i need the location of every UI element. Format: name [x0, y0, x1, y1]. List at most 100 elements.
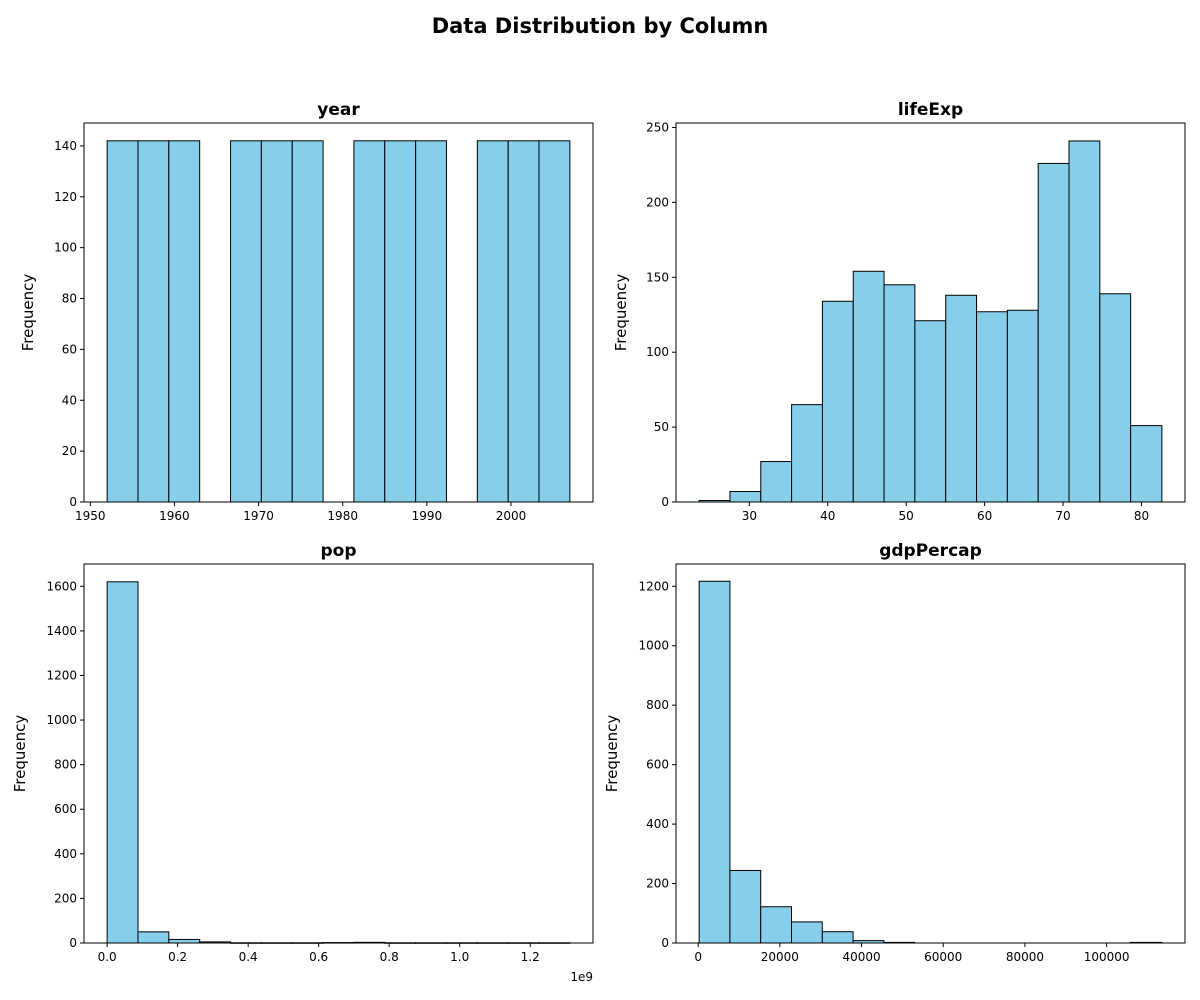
x-tick-label: 1960 [159, 509, 190, 523]
histogram-gdpPercap: 0 20000 40000 60000 80000 100000 0 200 400 600 800… [603, 541, 1186, 964]
x-tick-label: 1970 [243, 509, 274, 523]
y-tick-label: 600 [54, 802, 77, 816]
y-tick-label: 0 [69, 495, 77, 509]
y-tick-label: 250 [646, 120, 669, 134]
histogram-bar [945, 294, 978, 503]
histogram-bar [291, 140, 324, 503]
axes-frame [675, 122, 1186, 503]
histogram-bar [137, 140, 170, 503]
histogram-bar [260, 140, 293, 503]
x-tick-label: 20000 [761, 950, 799, 964]
y-tick-label: 40 [62, 393, 77, 407]
histogram-bar [353, 140, 386, 503]
x-tick-label: 40000 [842, 950, 880, 964]
histogram-bar [106, 140, 139, 503]
y-tick-label: 400 [646, 817, 669, 831]
y-axis-label: Frequency [612, 274, 630, 352]
y-tick-label: 800 [54, 758, 77, 772]
x-tick-label: 0.2 [168, 950, 187, 964]
histogram-bar [791, 921, 823, 944]
x-tick-label: 0.4 [239, 950, 258, 964]
x-tick-label: 1950 [75, 509, 106, 523]
histogram-bar [852, 270, 885, 503]
y-tick-label: 1200 [638, 579, 669, 593]
histogram-bar [106, 581, 139, 944]
histogram-bar [1037, 162, 1070, 503]
x-tick-label: 30 [742, 509, 757, 523]
y-tick-label: 20 [62, 444, 77, 458]
histogram-bar [883, 284, 916, 503]
histogram-bar [791, 404, 823, 503]
histogram-bar [976, 311, 1008, 503]
histogram-bar [168, 140, 201, 503]
histogram-bar [729, 491, 762, 503]
x-tick-label: 0.0 [98, 950, 117, 964]
x-tick-label: 50 [899, 509, 914, 523]
y-tick-label: 50 [654, 420, 669, 434]
axes-frame [83, 563, 594, 944]
subplot-title: gdpPercap [879, 541, 982, 561]
y-tick-label: 200 [646, 195, 669, 209]
subplot-title: pop [320, 541, 356, 561]
y-tick-label: 0 [661, 936, 669, 950]
y-tick-label: 100 [646, 345, 669, 359]
x-tick-label: 60 [977, 509, 992, 523]
histogram-bar [821, 300, 854, 503]
y-tick-label: 80 [62, 292, 77, 306]
histogram-bar [507, 140, 540, 503]
histogram-bar [1006, 309, 1039, 503]
subplot-title: lifeExp [898, 100, 963, 120]
histogram-pop: 0.0 0.2 0.4 0.6 0.8 1.0 1.2 0 200 400 600 800 1000 12… [11, 541, 594, 984]
histogram-bar [415, 140, 447, 503]
y-tick-label: 120 [54, 190, 77, 204]
y-axis-label: Frequency [603, 715, 621, 793]
x-tick-label: 0 [694, 950, 702, 964]
y-tick-label: 600 [646, 758, 669, 772]
x-tick-label: 100000 [1084, 950, 1130, 964]
histogram-bar [914, 320, 947, 503]
y-tick-label: 100 [54, 241, 77, 255]
y-tick-label: 1400 [46, 624, 77, 638]
x-tick-label: 1990 [412, 509, 443, 523]
y-tick-label: 140 [54, 139, 77, 153]
x-tick-label: 70 [1055, 509, 1070, 523]
y-tick-label: 1000 [46, 713, 77, 727]
x-tick-label: 0.6 [309, 950, 328, 964]
x-tick-label: 60000 [924, 950, 962, 964]
axes-frame [675, 563, 1186, 944]
histogram-bar [698, 580, 731, 944]
x-tick-label: 0.8 [380, 950, 399, 964]
x-tick-label: 1980 [327, 509, 358, 523]
y-tick-label: 800 [646, 698, 669, 712]
histogram-lifeExp: 30 40 50 60 70 80 0 50 100 150 200 250 lifeExp Freque… [612, 100, 1186, 523]
histogram-bar [476, 140, 509, 503]
figure-title: Data Distribution by Column [431, 14, 769, 38]
y-tick-label: 60 [62, 342, 77, 356]
histogram-year: 1950 1960 1970 1980 1990 2000 0 20 40 60 80 100 120 1… [19, 100, 594, 523]
x-tick-label: 2000 [496, 509, 527, 523]
x-tick-label: 1.2 [521, 950, 540, 964]
y-axis-label: Frequency [19, 274, 37, 352]
histogram-bar [1068, 140, 1101, 503]
histogram-bar [137, 931, 170, 944]
y-tick-label: 0 [69, 936, 77, 950]
histogram-bar [760, 461, 793, 503]
histogram-bar [821, 931, 854, 944]
y-tick-label: 200 [54, 891, 77, 905]
y-axis-label: Frequency [11, 715, 29, 793]
x-tick-label: 80 [1134, 509, 1149, 523]
x-offset-label: 1e9 [570, 970, 593, 984]
y-tick-label: 1200 [46, 668, 77, 682]
histogram-bar [538, 140, 571, 503]
histogram-bar [168, 938, 201, 944]
y-tick-label: 1000 [638, 639, 669, 653]
histogram-bar [729, 869, 762, 944]
y-tick-label: 400 [54, 847, 77, 861]
y-tick-label: 0 [661, 495, 669, 509]
x-tick-label: 40 [820, 509, 835, 523]
subplot-title: year [317, 100, 360, 120]
histogram-bar [1130, 425, 1163, 503]
histogram-bar [384, 140, 417, 503]
y-tick-label: 1600 [46, 579, 77, 593]
